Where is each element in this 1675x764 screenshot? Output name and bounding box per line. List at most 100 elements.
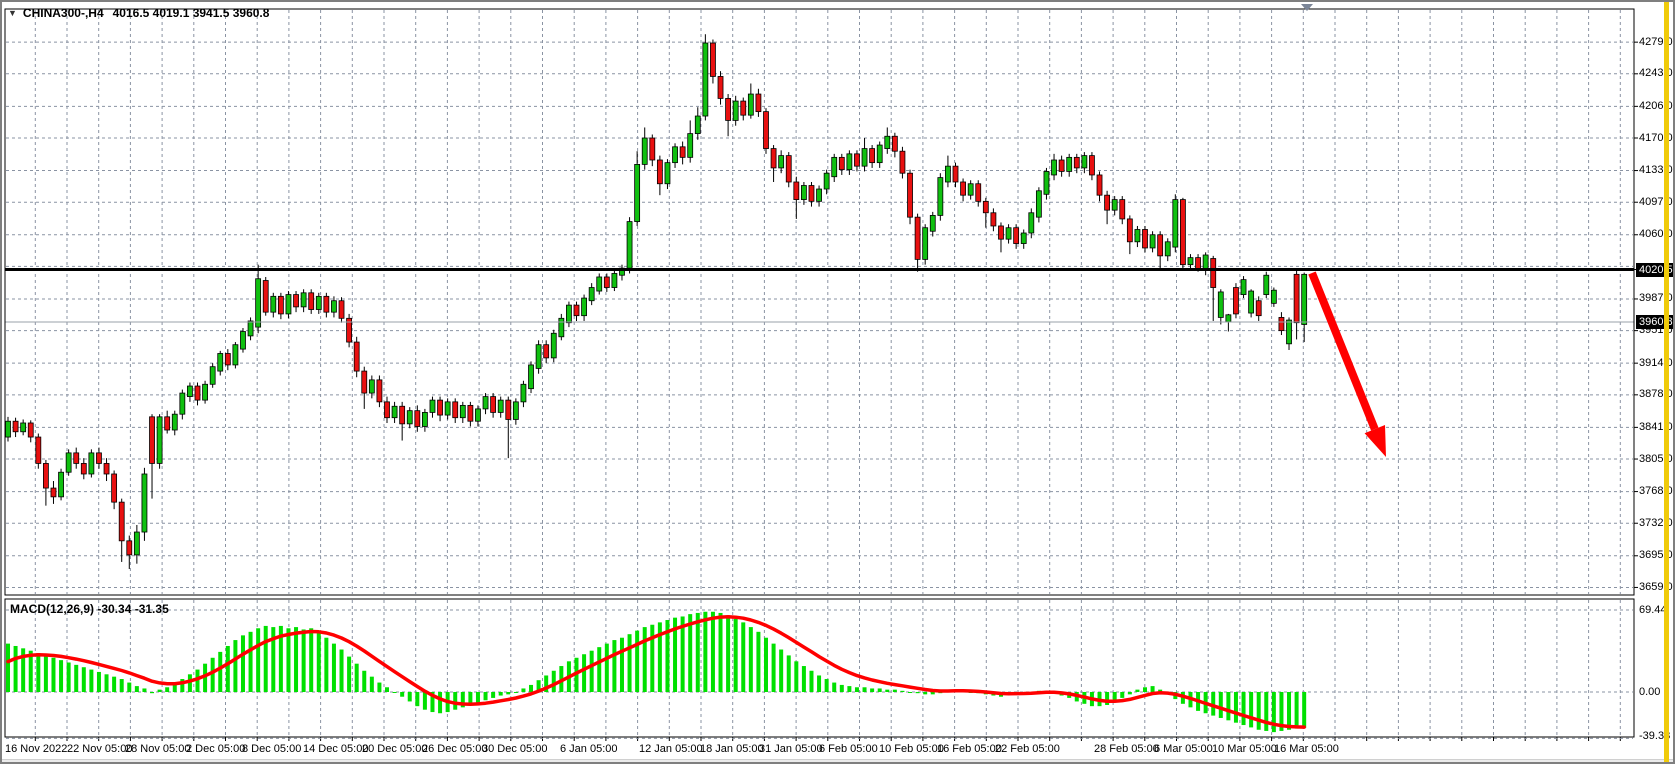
macd-histogram-bar [582, 654, 587, 692]
time-axis-label: 14 Dec 05:00 [303, 743, 369, 755]
macd-histogram-bar [657, 622, 662, 692]
macd-histogram-bar [263, 625, 268, 692]
candle-bearish [467, 404, 474, 422]
candle-bearish [854, 153, 860, 167]
macd-histogram-bar [157, 689, 162, 692]
trend-arrow-head[interactable] [1364, 425, 1386, 457]
candle-bullish [1217, 291, 1224, 318]
window-bottom-strip [2, 759, 1673, 762]
candle-bullish [406, 410, 413, 425]
candle-bullish [1035, 190, 1042, 218]
candle-bearish [437, 399, 443, 416]
macd-histogram-bar [119, 679, 124, 692]
candle-bullish [558, 317, 565, 338]
candle-bearish [384, 401, 390, 419]
macd-histogram-bar [81, 667, 86, 692]
candle-bullish [133, 531, 140, 556]
candle-bullish [475, 408, 481, 422]
candle-bullish [1187, 257, 1194, 266]
macd-histogram-bar [536, 680, 541, 692]
candle-bullish [331, 300, 337, 313]
candle-bullish [171, 413, 178, 431]
candle-bearish [1126, 218, 1133, 243]
candle-bullish [459, 404, 466, 419]
candle-bullish [232, 344, 239, 366]
macd-histogram-bar [1264, 692, 1269, 731]
candle-bullish [156, 416, 163, 464]
candle-bearish [353, 341, 360, 372]
macd-histogram-bar [1211, 692, 1216, 716]
candle-bearish [717, 76, 724, 99]
macd-histogram-bar [741, 622, 746, 692]
chart-shift-marker-icon[interactable] [1301, 4, 1313, 11]
candle-bullish [1043, 171, 1050, 195]
symbol-dropdown-icon[interactable]: ▼ [8, 8, 17, 18]
macd-histogram-bar [801, 666, 806, 692]
candle-bullish [240, 331, 246, 350]
candle-bearish [907, 172, 913, 218]
candle-bullish [255, 278, 262, 328]
price-axis-label: 4097.0 [1639, 195, 1673, 208]
macd-histogram-bar [1218, 692, 1223, 718]
time-axis-label: 30 Dec 05:00 [482, 743, 548, 755]
candle-bullish [702, 42, 709, 117]
candle-bearish [656, 159, 663, 185]
candle-bearish [755, 93, 762, 113]
time-axis-label: 2 Dec 05:00 [186, 743, 246, 755]
candle-bullish [1164, 241, 1171, 257]
macd-histogram-bar [764, 637, 768, 692]
macd-histogram-bar [870, 688, 875, 692]
candle-bullish [1286, 319, 1292, 345]
macd-histogram-bar [309, 628, 314, 692]
macd-histogram-bar [1112, 692, 1117, 702]
candle-bullish [391, 405, 398, 419]
candle-bullish [5, 420, 11, 438]
candle-bearish [960, 181, 966, 196]
macd-histogram-bar [718, 612, 723, 692]
macd-histogram-bar [430, 692, 435, 713]
candle-bullish [876, 144, 883, 164]
macd-histogram-bar [294, 627, 299, 692]
candle-bullish [217, 353, 224, 372]
candle-bearish [50, 487, 57, 498]
candle-bearish [126, 540, 133, 556]
candle-bullish [58, 471, 64, 498]
macd-histogram-bar [703, 611, 708, 692]
candle-bullish [967, 183, 974, 196]
candle-bullish [285, 294, 292, 315]
macd-histogram-bar [748, 627, 753, 692]
candle-bearish [1119, 199, 1126, 220]
hline-price-badge: 4020.5 [1636, 262, 1673, 277]
macd-axis-label: 0.00 [1639, 685, 1661, 698]
candle-bullish [596, 276, 603, 292]
trend-arrow-line[interactable] [1308, 271, 1379, 431]
macd-histogram-bar [475, 692, 480, 703]
time-axis-label: 31 Jan 05:00 [759, 743, 823, 755]
price-axis-label: 4060.0 [1639, 228, 1673, 241]
candle-bullish [1270, 289, 1277, 304]
candle-bullish [922, 227, 929, 260]
macd-histogram-bar [1135, 689, 1140, 692]
macd-signal-line [6, 615, 1306, 729]
macd-histogram-bar [733, 618, 738, 692]
candle-bearish [361, 370, 368, 394]
candle-bearish [103, 463, 110, 475]
candle-bearish [740, 100, 747, 116]
candle-bullish [846, 153, 853, 171]
candle-bearish [118, 501, 125, 542]
macd-histogram-bar [521, 688, 526, 692]
candle-bearish [603, 276, 610, 288]
macd-histogram-bar [324, 637, 329, 692]
candle-bearish [338, 300, 345, 319]
candle-bearish [414, 410, 421, 427]
time-axis-label: 16 Feb 05:00 [937, 743, 1002, 755]
macd-histogram-bar [839, 684, 844, 692]
candle-bullish [861, 148, 868, 167]
price-axis-label: 3732.0 [1639, 516, 1673, 529]
macd-histogram-bar [930, 692, 935, 695]
macd-histogram-bar [354, 663, 359, 692]
candle-bearish [982, 200, 989, 214]
candle-bullish [512, 401, 519, 420]
macd-histogram-bar [362, 670, 367, 692]
candle-bearish [1073, 156, 1080, 169]
